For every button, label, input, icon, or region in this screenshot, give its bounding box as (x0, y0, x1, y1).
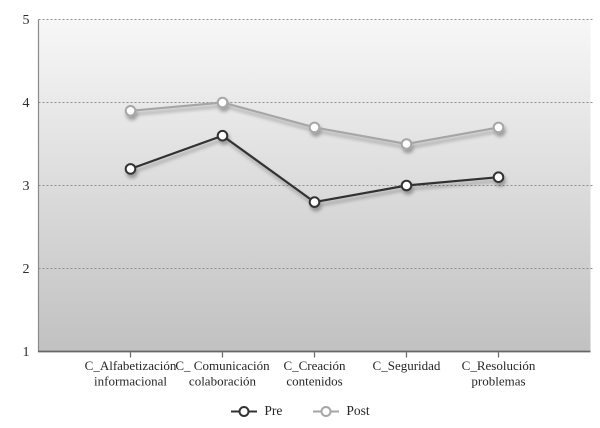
data-point-pre-0 (124, 163, 137, 175)
data-point-pre-2 (308, 196, 321, 208)
data-point-post-3 (400, 138, 413, 150)
x-category-label: C_Creación contenidos (283, 358, 346, 389)
y-tick-label: 2 (23, 262, 30, 277)
legend-label-pre: Pre (264, 403, 283, 418)
data-point-pre-3 (400, 179, 413, 192)
series-pre (124, 129, 505, 208)
data-point-post-0 (124, 105, 137, 117)
data-point-pre-4 (492, 171, 505, 183)
legend-item-pre: Pre (230, 403, 282, 419)
data-point-post-2 (308, 121, 321, 134)
x-category-label: C_ Comunicación colaboración (175, 358, 270, 389)
data-point-pre-1 (216, 129, 229, 142)
y-tick-label: 4 (23, 96, 30, 111)
x-category-label: C_Resolución problemas (462, 358, 536, 389)
y-tick-label: 3 (23, 179, 30, 194)
legend-label-post: Post (346, 403, 370, 418)
y-tick-label: 1 (23, 345, 30, 360)
pre-line-marker-icon (231, 405, 258, 417)
data-point-post-4 (492, 121, 505, 134)
x-category-label: C_Alfabetización informacional (85, 358, 177, 389)
legend-item-post: Post (312, 403, 370, 419)
series-post (124, 96, 505, 150)
y-tick-label: 5 (23, 13, 30, 28)
post-line-marker-icon (313, 405, 340, 417)
x-category-label: C_Seguridad (373, 358, 441, 373)
data-point-post-1 (216, 96, 229, 109)
chart-legend: Pre Post (0, 399, 600, 423)
